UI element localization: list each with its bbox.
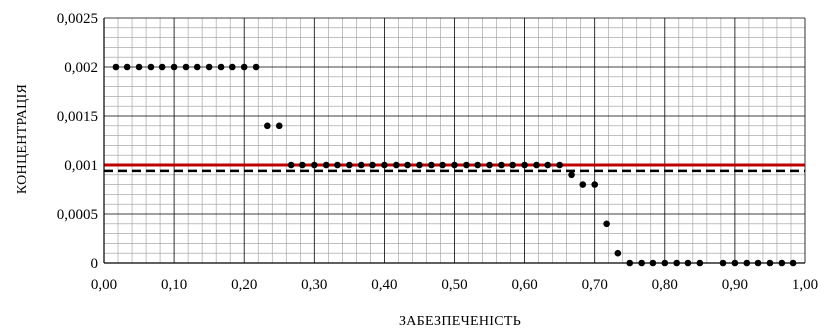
data-point — [544, 161, 552, 169]
data-point — [299, 161, 306, 169]
y-axis-title: КОНЦЕНТРАЦІЯ — [15, 84, 30, 194]
data-point — [393, 161, 400, 169]
data-point — [591, 181, 598, 188]
data-point — [123, 63, 131, 71]
x-tick-label: 0,40 — [371, 277, 397, 293]
y-tick-labels: 0 0,0005 0,001 0,0015 0,002 0,0025 — [57, 11, 98, 272]
data-point — [205, 63, 213, 71]
axes — [103, 18, 805, 264]
major-grid — [103, 17, 806, 264]
x-tick-label: 1,00 — [792, 277, 818, 293]
data-point — [346, 161, 353, 169]
y-tick-label: 0,001 — [64, 158, 98, 174]
y-tick-label: 0,0025 — [57, 11, 98, 27]
data-point — [252, 63, 260, 71]
x-tick-label: 0,90 — [722, 277, 748, 293]
data-point — [498, 161, 505, 169]
x-tick-label: 0,50 — [441, 277, 467, 293]
data-point — [614, 249, 622, 257]
data-point — [369, 161, 376, 169]
x-axis-title: ЗАБЕЗПЕЧЕНІСТЬ — [399, 314, 521, 329]
x-tick-label: 0,30 — [301, 277, 327, 293]
data-point — [170, 63, 178, 71]
data-point — [509, 161, 516, 169]
data-point — [428, 161, 435, 169]
data-point — [193, 63, 201, 71]
data-point — [521, 161, 528, 169]
data-point — [240, 63, 248, 71]
data-point — [147, 63, 155, 71]
data-points — [112, 63, 797, 267]
x-tick-label: 0,60 — [511, 277, 537, 293]
x-tick-label: 0,10 — [161, 277, 187, 293]
data-point — [463, 161, 470, 169]
y-tick-label: 0,002 — [64, 60, 98, 76]
data-point — [311, 161, 318, 169]
data-point — [334, 161, 341, 169]
data-point — [486, 161, 493, 169]
data-point — [357, 161, 365, 169]
data-point — [182, 63, 190, 71]
data-point — [404, 161, 411, 169]
data-point — [416, 161, 423, 169]
x-tick-label: 0,20 — [231, 277, 257, 293]
data-point — [217, 63, 225, 71]
y-tick-label: 0,0005 — [57, 207, 98, 223]
x-tick-label: 0,80 — [652, 277, 678, 293]
data-point — [322, 161, 330, 169]
data-point — [112, 63, 120, 71]
data-point — [135, 63, 143, 71]
y-tick-label: 0,0015 — [57, 109, 98, 125]
data-point — [287, 161, 295, 169]
data-point — [474, 161, 481, 169]
data-point — [264, 122, 271, 130]
x-tick-labels: 0,00 0,10 0,20 0,30 0,40 0,50 0,60 0,70 0,80 0,90… — [91, 277, 818, 293]
x-tick-label: 0,00 — [91, 277, 117, 293]
data-point — [228, 63, 236, 71]
data-point — [556, 161, 563, 169]
data-point — [275, 122, 283, 130]
data-point — [568, 171, 575, 179]
data-point — [579, 181, 587, 188]
data-point — [439, 161, 446, 169]
data-point — [533, 161, 540, 169]
x-tick-label: 0,70 — [582, 277, 608, 293]
y-tick-label: 0 — [91, 256, 99, 272]
data-point — [603, 220, 610, 228]
data-point — [158, 63, 166, 71]
data-point — [381, 161, 388, 169]
data-point — [451, 161, 458, 169]
